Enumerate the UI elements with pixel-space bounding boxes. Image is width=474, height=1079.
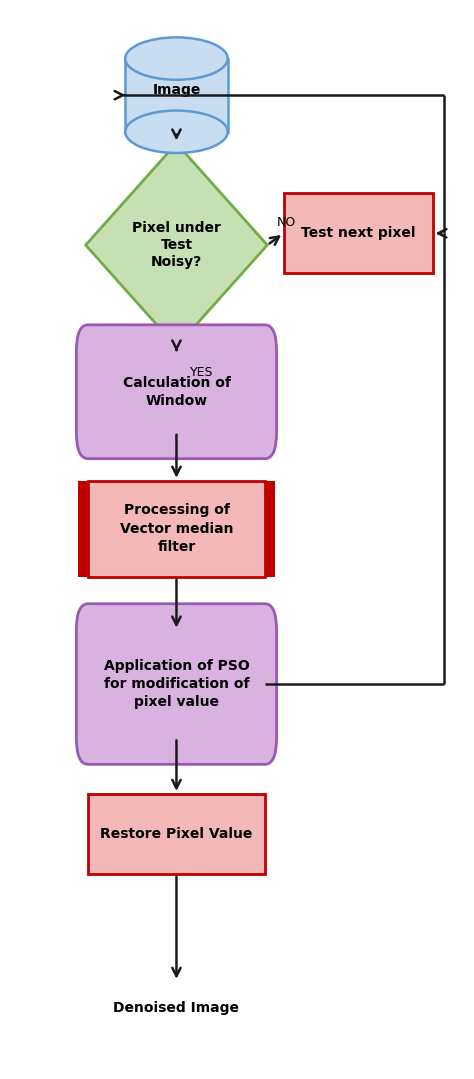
- Text: Calculation of
Window: Calculation of Window: [122, 375, 230, 408]
- FancyBboxPatch shape: [76, 604, 277, 764]
- FancyBboxPatch shape: [265, 480, 275, 577]
- Ellipse shape: [125, 38, 228, 80]
- Text: Restore Pixel Value: Restore Pixel Value: [100, 827, 253, 841]
- Text: Test next pixel: Test next pixel: [301, 227, 415, 241]
- FancyBboxPatch shape: [125, 58, 228, 132]
- FancyBboxPatch shape: [88, 794, 265, 874]
- FancyBboxPatch shape: [76, 325, 277, 459]
- Text: Image: Image: [152, 83, 201, 97]
- Ellipse shape: [125, 110, 228, 153]
- Text: YES: YES: [191, 366, 214, 379]
- Text: Application of PSO
for modification of
pixel value: Application of PSO for modification of p…: [104, 658, 249, 709]
- Polygon shape: [86, 144, 267, 346]
- Text: Pixel under
Test
Noisy?: Pixel under Test Noisy?: [132, 221, 221, 270]
- Text: NO: NO: [277, 216, 296, 229]
- FancyBboxPatch shape: [283, 193, 433, 273]
- Text: Denoised Image: Denoised Image: [113, 1001, 239, 1015]
- Text: Processing of
Vector median
filter: Processing of Vector median filter: [120, 504, 233, 555]
- FancyBboxPatch shape: [88, 480, 265, 577]
- FancyBboxPatch shape: [78, 480, 88, 577]
